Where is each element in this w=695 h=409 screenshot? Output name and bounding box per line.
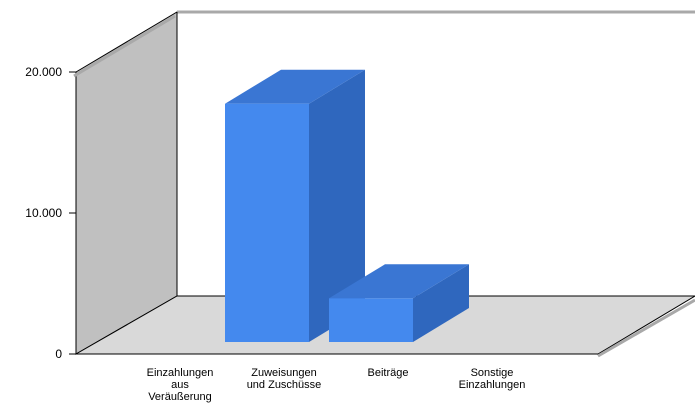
bar-top <box>225 69 365 104</box>
bar <box>225 69 365 343</box>
bar <box>329 264 469 342</box>
bar-side <box>413 264 469 342</box>
x-tick-label-line: Zuweisungen <box>251 367 316 379</box>
bar-side <box>309 69 365 343</box>
x-tick-label-line: Sonstige <box>471 367 514 379</box>
y-tick-label: 10.000 <box>25 206 62 220</box>
bar-top <box>329 264 469 299</box>
x-tick-label: Beiträge <box>368 367 409 379</box>
left-wall <box>75 11 178 355</box>
floor-edge <box>597 298 695 358</box>
x-tick-label: Sonstige Einzahlungen <box>459 367 526 391</box>
x-tick-label-line: aus <box>171 379 189 391</box>
y-tick-label: 20.000 <box>25 65 62 79</box>
y-tick-label: 0 <box>55 347 62 361</box>
x-tick-label-line: und Zuschüsse <box>247 379 322 391</box>
bar-front <box>225 103 309 343</box>
x-tick-label: Einzahlungen aus Veräußerung <box>147 367 214 403</box>
left-wall-edge <box>73 14 176 78</box>
x-tick-label-line: Einzahlungen <box>147 367 214 379</box>
x-tick-label-line: Veräußerung <box>148 391 212 403</box>
bars <box>225 69 469 343</box>
bar-front <box>329 298 413 342</box>
y-axis: 0 10.000 20.000 <box>25 65 76 361</box>
x-tick-label-line: Einzahlungen <box>459 379 526 391</box>
x-tick-label-line: Beiträge <box>368 367 409 379</box>
x-tick-label: Zuweisungen und Zuschüsse <box>247 367 322 391</box>
